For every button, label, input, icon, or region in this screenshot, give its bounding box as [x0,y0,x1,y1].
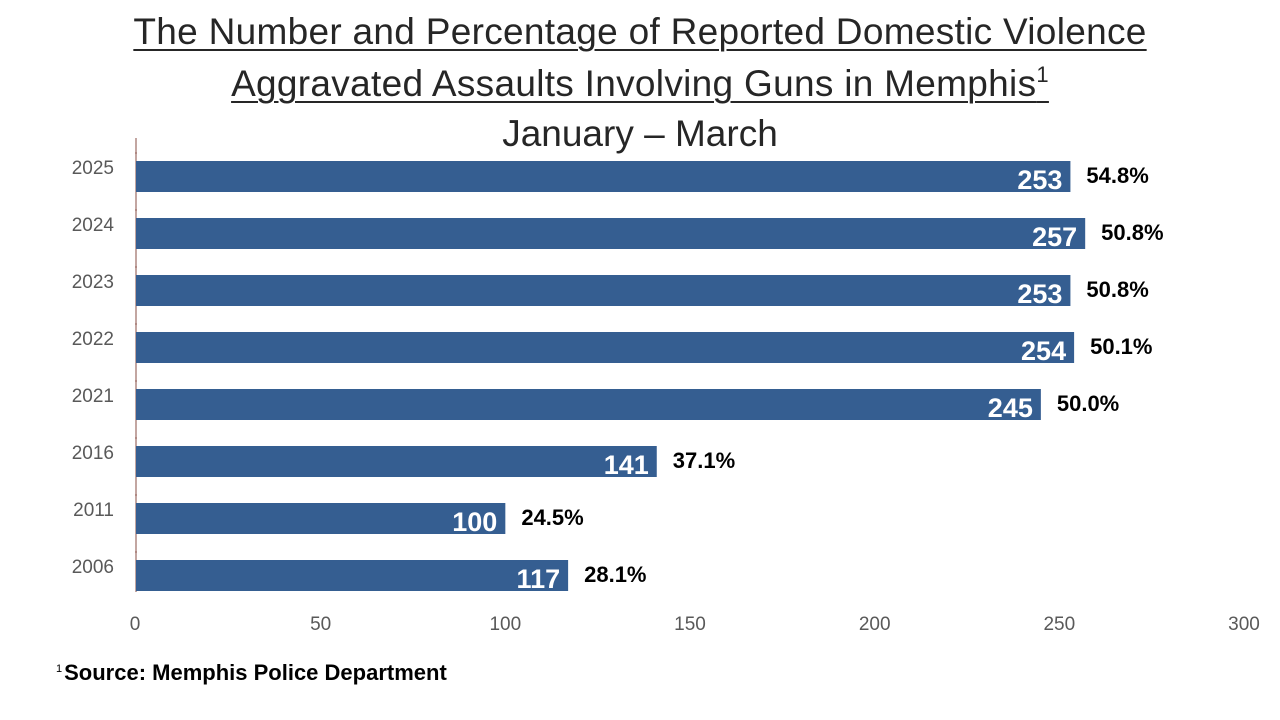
bar [136,218,1086,249]
y-tick-label: 2022 [72,329,114,350]
chart-title-block: The Number and Percentage of Reported Do… [0,6,1280,158]
bar [136,446,657,477]
bar-percent-label: 50.1% [1090,334,1152,359]
bar-percent-label: 50.0% [1057,391,1119,416]
bar-value-label: 253 [1017,165,1062,195]
bar-value-label: 257 [1032,222,1077,252]
x-tick-label: 100 [489,614,521,635]
x-tick-label: 200 [859,614,891,635]
x-tick-label: 150 [674,614,706,635]
bar-percent-label: 37.1% [673,448,735,473]
bar-value-label: 100 [452,507,497,537]
y-tick-label: 2011 [73,500,114,521]
bar [136,503,506,534]
chart-title-line-1: The Number and Percentage of Reported Do… [133,11,1147,52]
chart-title-line-2: Aggravated Assaults Involving Guns in Me… [231,62,1049,104]
bar-percent-label: 54.8% [1086,163,1148,188]
bar-value-label: 253 [1017,279,1062,309]
bar-percent-label: 28.1% [584,562,646,587]
bar-value-label: 141 [604,450,649,480]
x-tick-label: 250 [1043,614,1075,635]
chart-subtitle: January – March [502,113,778,154]
bar [136,275,1071,306]
bar-value-label: 245 [988,393,1033,423]
bar [136,161,1071,192]
x-tick-label: 300 [1228,614,1260,635]
y-tick-label: 2006 [72,557,114,578]
bar-value-label: 254 [1021,336,1066,366]
y-tick-label: 2024 [72,215,115,236]
bar [136,389,1041,420]
y-tick-label: 2023 [72,272,114,293]
y-tick-label: 2016 [72,443,114,464]
footnote-marker: 1 [56,663,63,675]
x-tick-label: 50 [310,614,331,635]
title-footnote-marker: 1 [1036,62,1049,87]
source-footnote: 1Source: Memphis Police Department [56,660,447,686]
y-tick-label: 2025 [72,158,114,179]
x-tick-label: 0 [130,614,141,635]
bar-percent-label: 50.8% [1086,277,1148,302]
bar [136,560,569,591]
footnote-text: Source: Memphis Police Department [64,660,447,685]
bar-percent-label: 24.5% [521,505,583,530]
bar [136,332,1075,363]
bar-value-label: 117 [517,564,561,594]
y-tick-label: 2021 [72,386,114,407]
bar-percent-label: 50.8% [1101,220,1163,245]
